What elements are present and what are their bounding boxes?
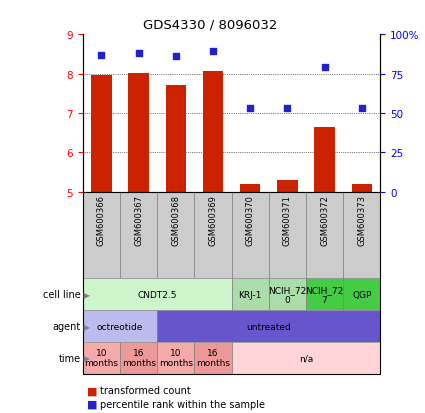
Text: GSM600370: GSM600370 [246,195,255,245]
Text: octreotide: octreotide [97,322,143,331]
Bar [83,311,157,342]
Bar [306,192,343,279]
Text: time: time [59,353,81,363]
Bar [343,279,380,311]
Text: GSM600369: GSM600369 [209,195,218,245]
Text: agent: agent [53,321,81,331]
Text: ■: ■ [87,385,101,395]
Bar [240,185,261,192]
Text: KRJ-1: KRJ-1 [238,290,262,299]
Bar [277,181,298,192]
Bar [232,342,380,374]
Point [358,106,365,112]
Bar [120,342,157,374]
Text: 10
months: 10 months [85,348,119,368]
Bar [269,279,306,311]
Bar [83,279,232,311]
Text: GSM600372: GSM600372 [320,195,329,245]
Point [210,49,216,56]
Point [247,106,254,112]
Bar [203,71,223,192]
Text: GSM600368: GSM600368 [171,195,180,245]
Bar [157,311,380,342]
Text: untreated: untreated [246,322,291,331]
Bar [83,192,120,279]
Text: GSM600367: GSM600367 [134,195,143,245]
Text: percentile rank within the sample: percentile rank within the sample [100,399,265,409]
Bar [166,85,186,192]
Text: NCIH_72
7: NCIH_72 7 [306,285,344,304]
Text: ▶: ▶ [81,290,90,299]
Point [284,106,291,112]
Text: cell line: cell line [43,290,81,300]
Bar [83,342,120,374]
Bar [157,342,194,374]
Bar [306,279,343,311]
Point [98,52,105,59]
Bar [269,192,306,279]
Text: NCIH_72
0: NCIH_72 0 [268,285,306,304]
Text: CNDT2.5: CNDT2.5 [138,290,177,299]
Text: transformed count: transformed count [100,385,191,395]
Text: QGP: QGP [352,290,371,299]
Bar [351,185,372,192]
Text: n/a: n/a [299,354,313,362]
Bar [157,192,194,279]
Text: GSM600371: GSM600371 [283,195,292,245]
Text: ▶: ▶ [81,354,90,362]
Text: 16
months: 16 months [122,348,156,368]
Bar [232,192,269,279]
Text: 10
months: 10 months [159,348,193,368]
Bar [194,342,232,374]
Bar [343,192,380,279]
Point [173,54,179,60]
Text: GDS4330 / 8096032: GDS4330 / 8096032 [143,18,278,31]
Text: 16
months: 16 months [196,348,230,368]
Point [135,51,142,57]
Text: ■: ■ [87,399,101,409]
Text: GSM600366: GSM600366 [97,195,106,245]
Bar [194,192,232,279]
Bar [232,279,269,311]
Text: ▶: ▶ [81,322,90,331]
Text: GSM600373: GSM600373 [357,195,366,245]
Bar [91,76,112,192]
Bar [120,192,157,279]
Point [321,65,328,71]
Bar [128,74,149,192]
Bar [314,127,335,192]
